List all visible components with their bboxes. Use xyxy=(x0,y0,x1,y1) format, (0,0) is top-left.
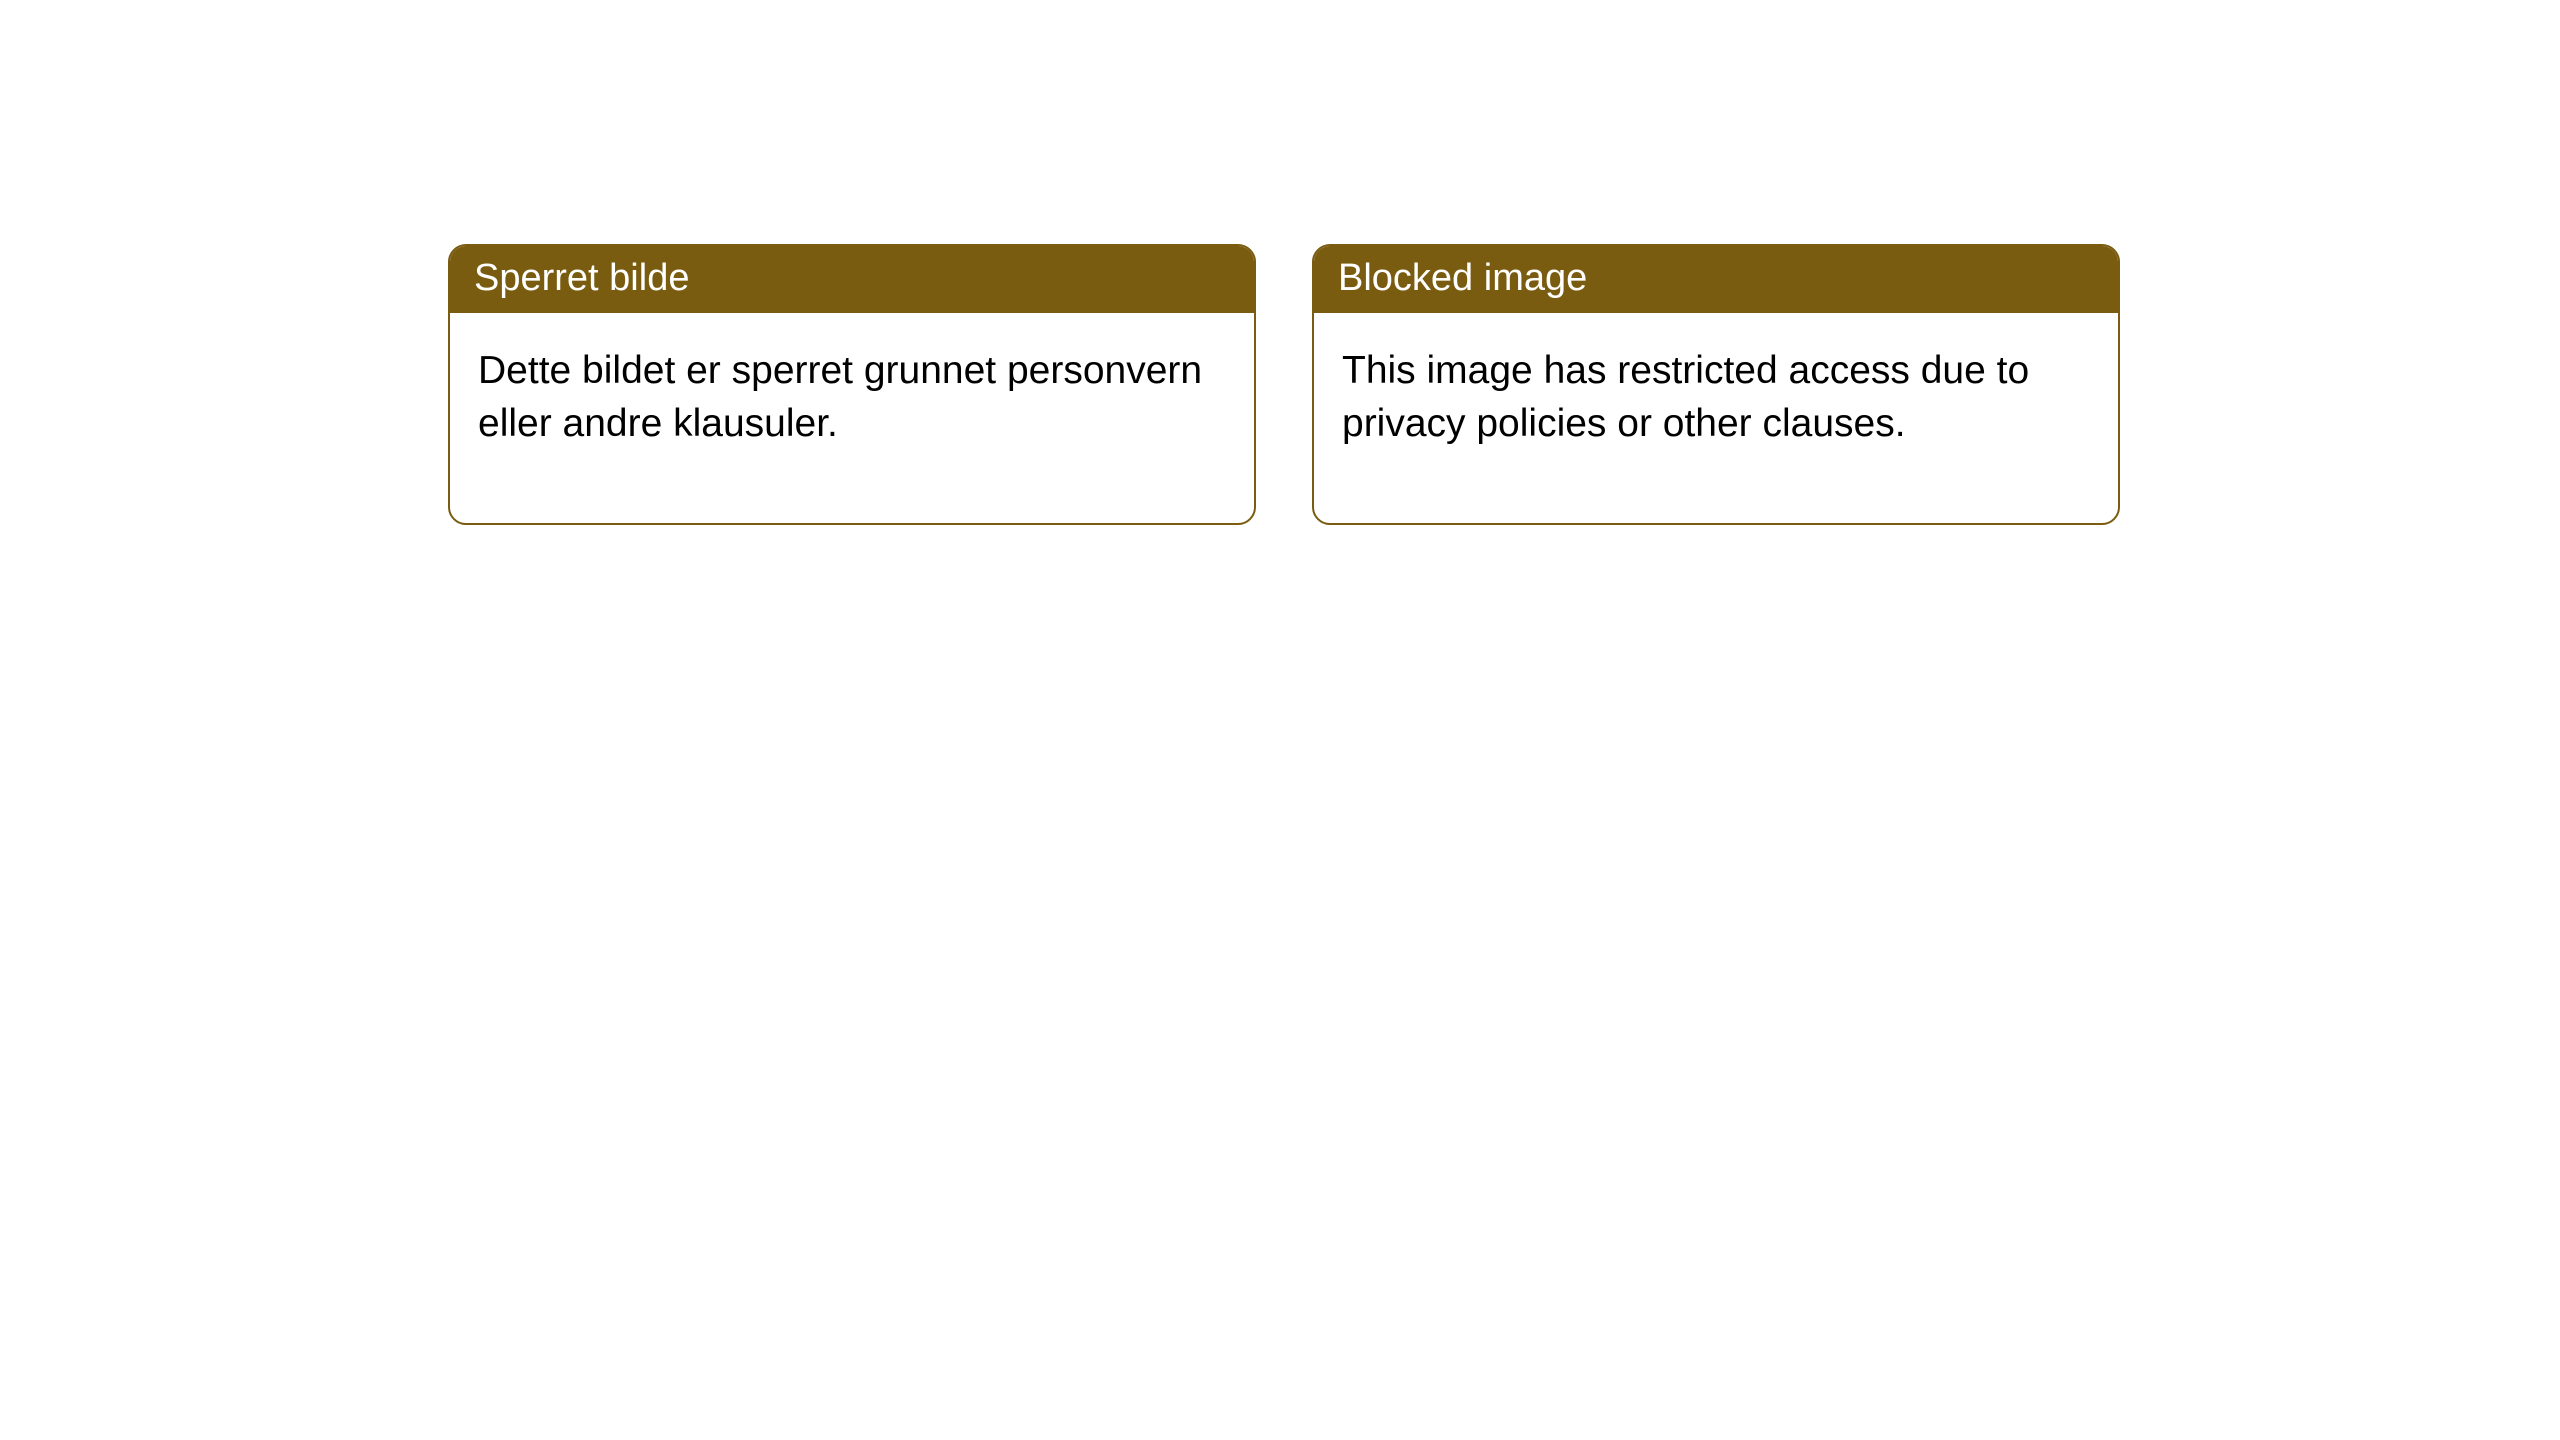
notice-title: Blocked image xyxy=(1314,246,2118,313)
notice-body: This image has restricted access due to … xyxy=(1314,313,2118,522)
notice-title: Sperret bilde xyxy=(450,246,1254,313)
notice-box-norwegian: Sperret bilde Dette bildet er sperret gr… xyxy=(448,244,1256,525)
notice-container: Sperret bilde Dette bildet er sperret gr… xyxy=(0,0,2560,525)
notice-body: Dette bildet er sperret grunnet personve… xyxy=(450,313,1254,522)
notice-box-english: Blocked image This image has restricted … xyxy=(1312,244,2120,525)
